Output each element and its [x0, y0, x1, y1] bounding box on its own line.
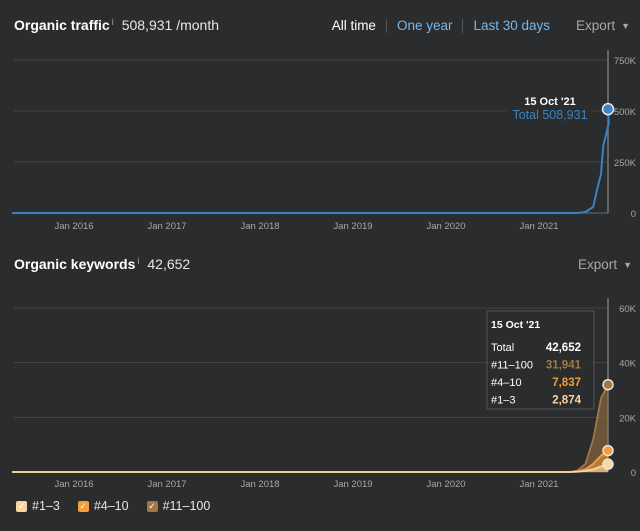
range-last-30-days[interactable]: Last 30 days: [473, 18, 551, 33]
range-one-year[interactable]: One year: [396, 18, 453, 33]
keywords-chart: 60K 40K 20K 0 Jan 2016 Jan 2017 Jan 2018 Jan 20…: [12, 298, 637, 490]
y-tick-label: 500K: [614, 107, 637, 118]
traffic-export-button[interactable]: Export ▼: [576, 18, 630, 33]
tooltip-row-value: 42,652: [546, 342, 581, 354]
checkmark-icon: ✓: [148, 500, 156, 511]
y-tick-label: 0: [631, 209, 636, 220]
area-band: [12, 464, 608, 472]
x-tick-label: Jan 2019: [333, 221, 372, 232]
tooltip-row-value: 31,941: [546, 360, 582, 372]
keywords-title: Organic keywords: [14, 256, 136, 272]
legend-checkbox[interactable]: ✓: [16, 500, 27, 512]
x-tick-label: Jan 2020: [426, 479, 465, 490]
keywords-export-button[interactable]: Export ▼: [578, 257, 632, 272]
traffic-series-line: [12, 109, 610, 214]
range-divider: [385, 18, 387, 33]
x-tick-label: Jan 2019: [333, 479, 372, 490]
caret-down-icon: ▼: [621, 20, 630, 31]
traffic-header: Organic traffic i 508,931 /month: [14, 17, 219, 37]
x-tick-label: Jan 2021: [519, 479, 558, 490]
legend-label: #1–3: [32, 499, 60, 513]
legend-item-top3[interactable]: ✓ #1–3: [16, 499, 60, 513]
y-tick-label: 60K: [619, 304, 637, 315]
legend-checkbox[interactable]: ✓: [77, 500, 89, 512]
legend-item-4-10[interactable]: ✓ #4–10: [77, 499, 129, 513]
series-legend: ✓ #1–3 ✓ #4–10 ✓ #11–100: [16, 499, 228, 513]
tooltip-background: [486, 310, 595, 410]
y-tick-label: 0: [631, 468, 636, 479]
keywords-value: 42,652: [147, 256, 191, 272]
tooltip-date: 15 Oct '21: [524, 96, 576, 108]
range-divider: [462, 18, 464, 33]
caret-down-icon: ▼: [623, 259, 632, 270]
y-tick-label: 40K: [619, 359, 637, 370]
hover-point: [601, 102, 615, 116]
x-tick-label: Jan 2016: [54, 479, 93, 490]
x-tick-label: Jan 2017: [147, 479, 186, 490]
area-band: [12, 450, 608, 472]
y-tick-label: 20K: [619, 413, 637, 424]
series-line: [12, 463, 609, 473]
legend-checkbox[interactable]: ✓: [146, 500, 158, 512]
y-tick-label: 250K: [614, 158, 637, 169]
hover-point: [602, 444, 614, 457]
x-tick-label: Jan 2016: [54, 221, 93, 232]
y-tick-label: 750K: [614, 56, 637, 67]
tooltip-row-value: 2,874: [552, 395, 581, 407]
traffic-chart: 750K 500K 250K 0 Jan 2016 Jan 2017 Jan 2018 Jan…: [12, 50, 637, 232]
range-all-time[interactable]: All time: [331, 18, 376, 33]
info-icon[interactable]: i: [137, 256, 140, 266]
tooltip-total: Total 508,931: [512, 108, 587, 122]
hover-point: [602, 458, 614, 470]
x-tick-label: Jan 2018: [240, 479, 279, 490]
keywords-tooltip: 15 Oct '21 Total 42,652 #11–100 31,941 #4–10 7…: [486, 310, 595, 410]
series-line: [12, 449, 609, 473]
date-range-selector: All time One year Last 30 days Export ▼: [332, 18, 630, 33]
legend-label: #11–100: [162, 499, 211, 513]
checkmark-icon: ✓: [17, 500, 26, 511]
tooltip-row-label: #4–10: [491, 377, 522, 389]
tooltip-row-label: #11–100: [491, 360, 533, 372]
x-tick-label: Jan 2018: [240, 221, 279, 232]
export-label: Export: [578, 257, 618, 272]
traffic-title: Organic traffic: [14, 17, 110, 33]
checkmark-icon: ✓: [79, 500, 88, 511]
info-icon[interactable]: i: [111, 17, 114, 27]
keywords-header: Organic keywords i 42,652: [14, 256, 190, 276]
tooltip-date: 15 Oct '21: [491, 319, 540, 331]
x-tick-label: Jan 2017: [147, 221, 186, 232]
tooltip-row-value: 7,837: [552, 377, 581, 389]
hover-point: [602, 378, 614, 391]
tooltip-row-label: #1–3: [491, 395, 515, 407]
x-tick-label: Jan 2020: [426, 221, 465, 232]
tooltip-row-label: Total: [491, 342, 514, 354]
legend-label: #4–10: [93, 499, 129, 513]
export-label: Export: [576, 18, 616, 33]
tooltip-background: [506, 91, 593, 124]
legend-item-11-100[interactable]: ✓ #11–100: [146, 499, 211, 513]
x-tick-label: Jan 2021: [519, 221, 558, 232]
traffic-value: 508,931 /month: [121, 17, 219, 33]
